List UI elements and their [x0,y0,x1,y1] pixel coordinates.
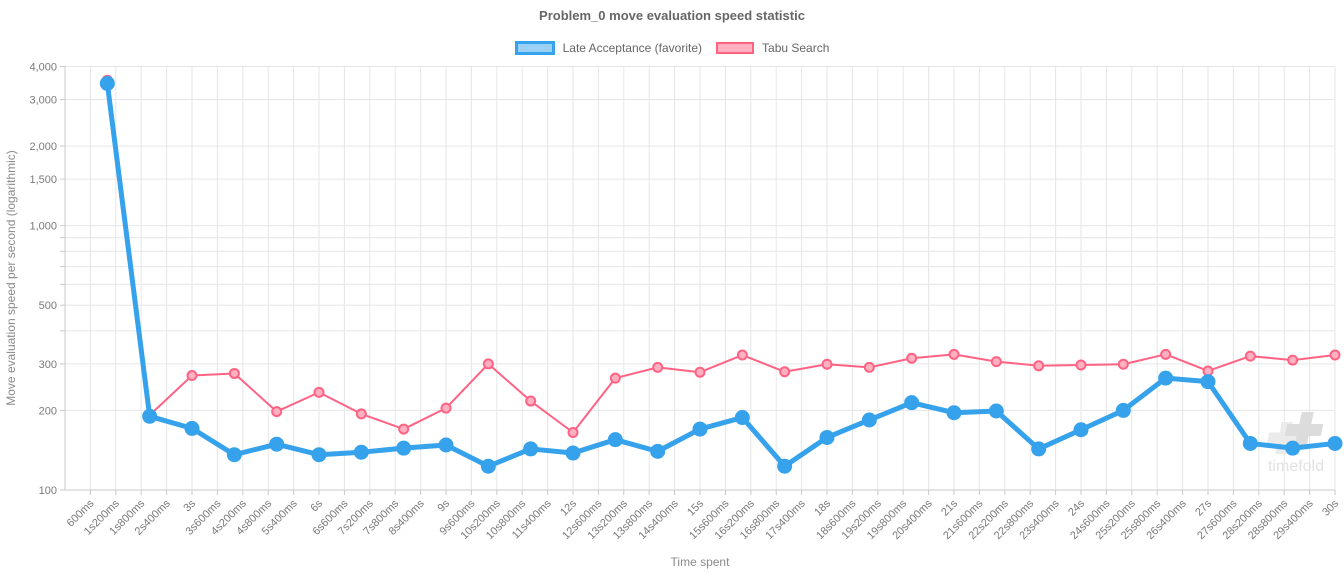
data-point [819,429,835,445]
data-point [1244,350,1256,362]
data-point [271,406,283,418]
data-point [565,445,581,461]
x-tick-label: 3s [181,497,198,514]
legend-item-late-acceptance[interactable]: Late Acceptance (favorite) [514,41,703,55]
legend-swatch-blue-icon [514,41,555,55]
series-tabu-search [101,74,1341,439]
data-point [1117,358,1129,370]
y-tick-label: 3,000 [29,95,57,107]
x-tick-label: 30s [1320,497,1341,518]
data-point [1285,440,1301,456]
data-point [692,421,708,437]
data-point [1329,349,1341,361]
data-point [142,408,158,424]
data-point [1031,441,1047,457]
data-point [440,402,452,414]
y-tick-labels: 100 200 300 500 1,000 1,500 2,000 3,000 4,000 [29,62,57,498]
data-point [313,386,325,398]
legend-item-tabu-search[interactable]: Tabu Search [716,41,829,55]
legend: Late Acceptance (favorite) Tabu Search [0,41,1344,55]
data-point [652,361,664,373]
data-point [946,405,962,421]
x-tick-label: 15s [685,497,706,518]
data-point [1073,422,1089,438]
y-tick-label: 300 [39,359,57,371]
data-point [906,352,918,364]
y-tick-label: 1,500 [29,174,57,186]
legend-label: Late Acceptance (favorite) [562,41,703,55]
data-point [734,410,750,426]
data-point [226,447,242,463]
x-tick-label: 6s [308,497,325,514]
data-point [1160,348,1172,360]
y-tick-label: 1,000 [29,221,57,233]
data-point [861,412,877,428]
data-point [736,349,748,361]
data-point [779,366,791,378]
data-point [186,370,198,382]
data-point [398,423,410,435]
data-point [525,395,537,407]
data-point [1287,354,1299,366]
y-tick-label: 500 [39,300,57,312]
data-point [1200,374,1216,390]
data-point [269,436,285,452]
watermark: timefold [1266,412,1324,475]
data-point [948,348,960,360]
data-point [607,432,623,448]
data-point [353,444,369,460]
y-tick-label: 2,000 [29,141,57,153]
data-point [821,358,833,370]
y-tick-label: 100 [39,485,57,497]
data-point [355,408,367,420]
axes [60,66,1336,495]
data-point [228,367,240,379]
data-point [396,440,412,456]
data-point [438,437,454,453]
data-point [567,427,579,439]
legend-label: Tabu Search [762,41,830,55]
data-point [863,361,875,373]
data-point [990,356,1002,368]
data-point [1202,365,1214,377]
data-point [311,447,327,463]
y-tick-label: 4,000 [29,62,57,74]
x-tick-label: 18s [812,497,833,518]
x-tick-label: 21s [939,497,960,518]
data-point [1158,370,1174,386]
data-point [184,420,200,436]
data-point [1115,402,1131,418]
x-tick-label: 9s [435,497,452,514]
data-point [523,441,539,457]
x-tick-label: 27s [1193,497,1214,518]
data-point [1033,360,1045,372]
x-axis-title: Time spent [670,555,730,569]
data-point [777,458,793,474]
data-point [609,372,621,384]
data-point [1242,435,1258,451]
data-point [988,403,1004,419]
data-point [480,458,496,474]
legend-swatch-pink-icon [716,42,755,54]
data-point [482,358,494,370]
data-point [694,366,706,378]
data-point [1327,435,1343,451]
data-point [99,75,115,91]
x-tick-label: 12s [558,497,579,518]
watermark-text: timefold [1268,458,1324,475]
chart-title: Problem_0 move evaluation speed statisti… [539,8,805,23]
data-point [904,395,920,411]
data-point [1075,359,1087,371]
x-tick-label: 24s [1066,497,1087,518]
series-late-acceptance-favorite [99,75,1343,474]
y-tick-label: 200 [39,405,57,417]
data-point [650,443,666,459]
